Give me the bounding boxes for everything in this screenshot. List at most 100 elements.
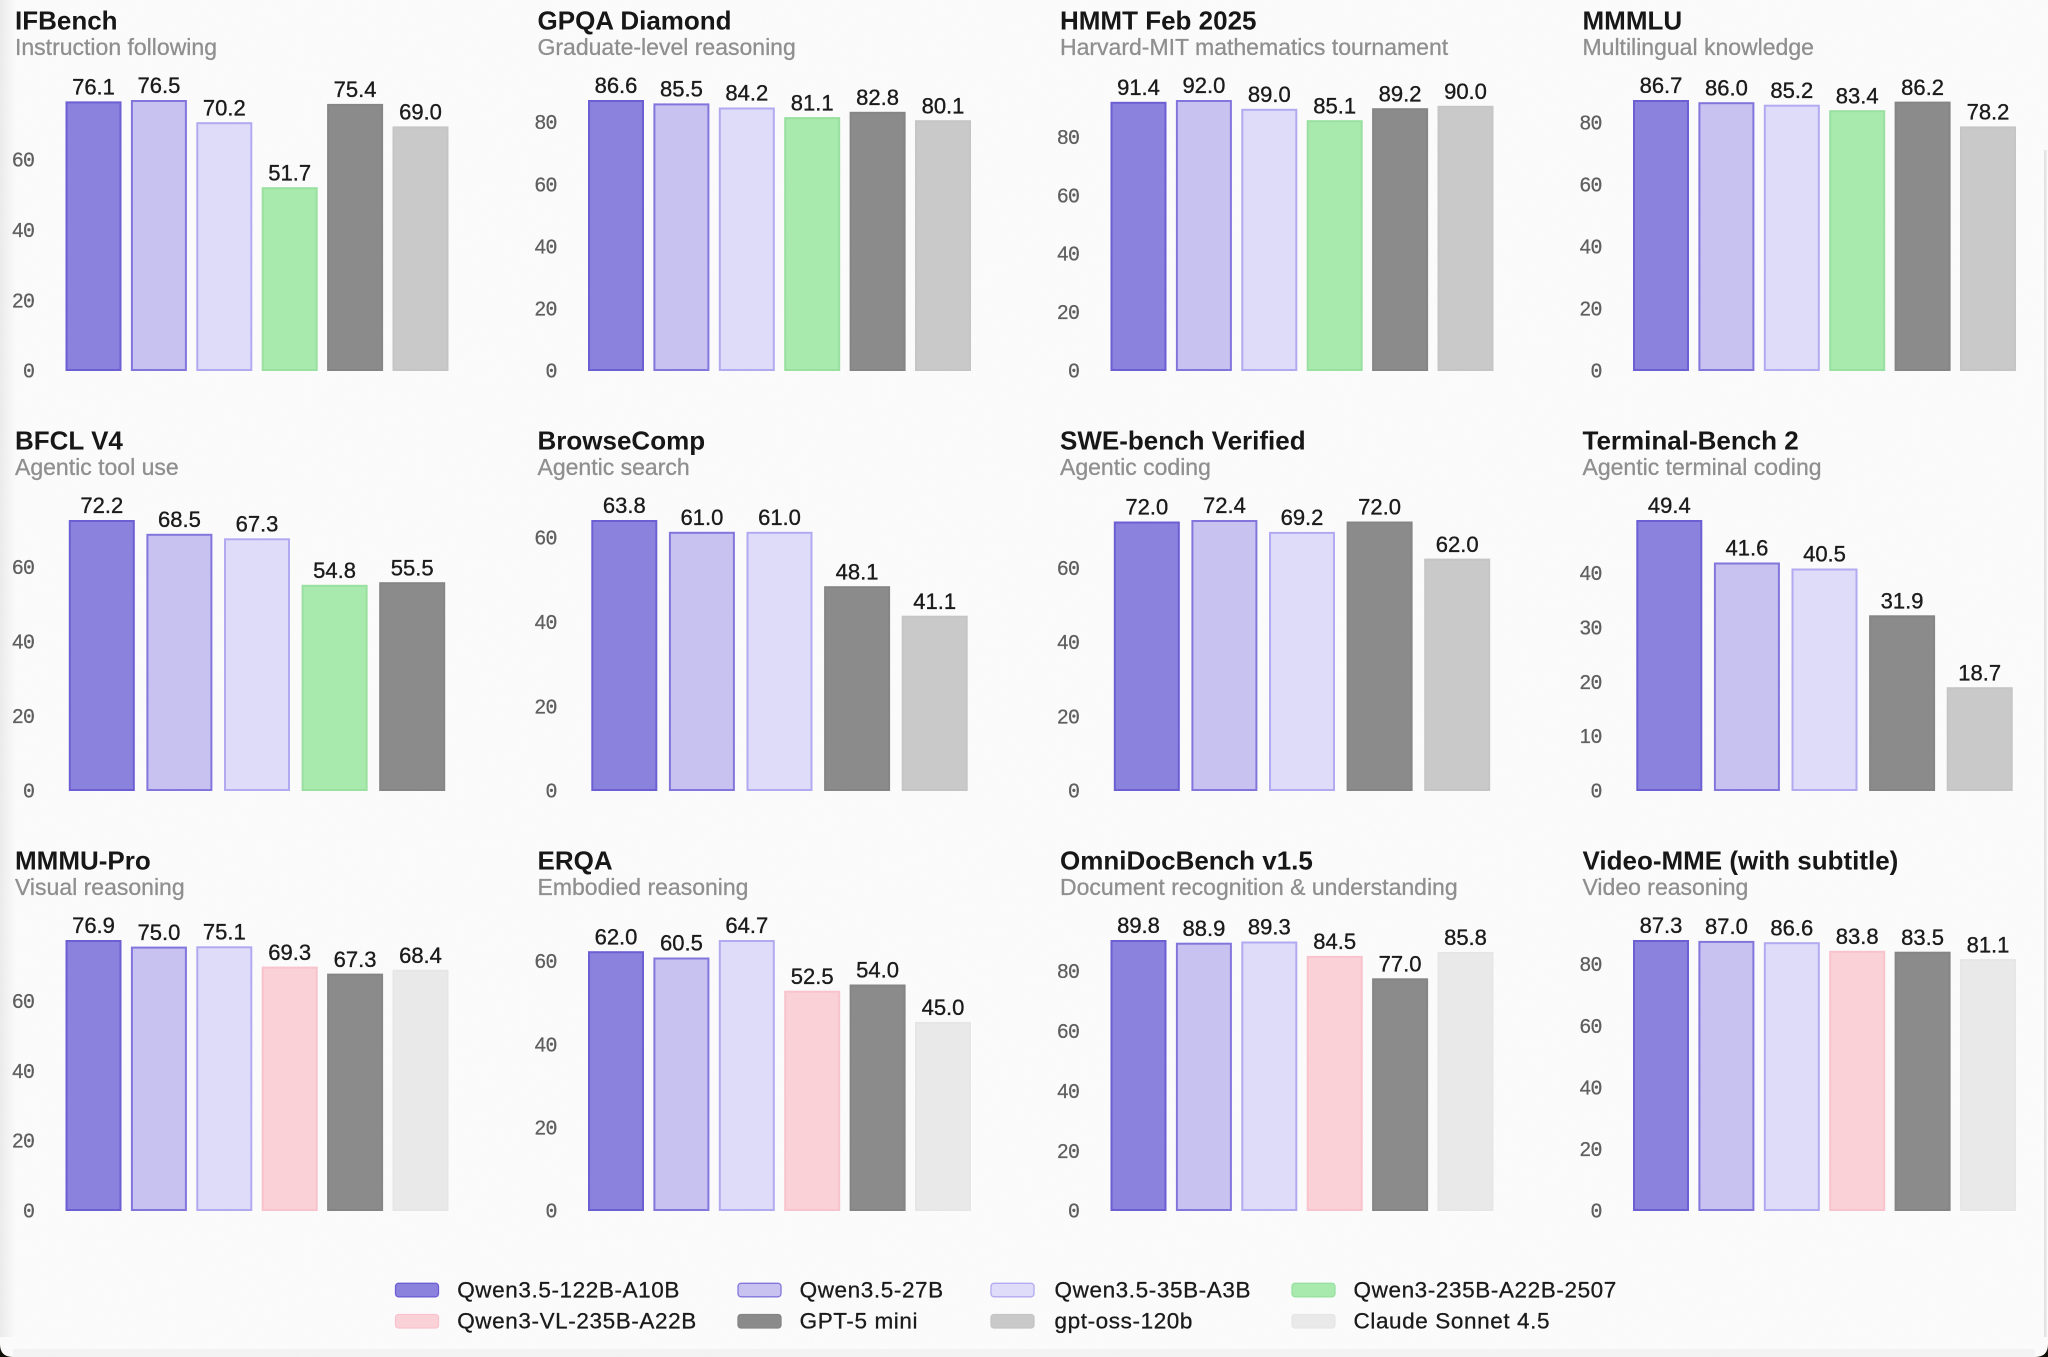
svg-text:40: 40 [12,220,34,242]
svg-text:68.4: 68.4 [399,943,442,968]
svg-text:76.1: 76.1 [72,75,115,100]
svg-text:Claude Sonnet 4.5: Claude Sonnet 4.5 [1354,1309,1551,1334]
svg-text:60: 60 [1057,558,1079,580]
svg-text:88.9: 88.9 [1182,916,1225,941]
svg-text:40: 40 [1057,244,1079,266]
svg-text:80.1: 80.1 [922,93,965,118]
svg-text:86.6: 86.6 [1770,915,1813,940]
svg-text:Instruction following: Instruction following [15,34,217,60]
svg-text:40: 40 [12,1061,34,1083]
svg-text:60: 60 [12,557,34,579]
svg-text:Video-MME (with subtitle): Video-MME (with subtitle) [1583,846,1899,876]
svg-text:MMMU-Pro: MMMU-Pro [15,846,151,876]
svg-text:Graduate-level reasoning: Graduate-level reasoning [538,34,796,60]
svg-text:20: 20 [1580,1139,1602,1161]
svg-text:51.7: 51.7 [268,160,311,185]
svg-text:80: 80 [1057,127,1079,149]
svg-text:Qwen3.5-35B-A3B: Qwen3.5-35B-A3B [1055,1277,1252,1302]
svg-text:86.0: 86.0 [1705,75,1748,100]
svg-text:GPQA Diamond: GPQA Diamond [538,6,732,36]
svg-text:85.2: 85.2 [1770,78,1813,103]
svg-text:BrowseComp: BrowseComp [538,426,706,456]
svg-text:89.2: 89.2 [1379,81,1422,106]
svg-text:20: 20 [12,1131,34,1153]
svg-text:20: 20 [12,290,34,312]
svg-text:85.8: 85.8 [1444,925,1487,950]
svg-text:Terminal-Bench 2: Terminal-Bench 2 [1583,426,1799,456]
svg-text:31.9: 31.9 [1881,589,1924,614]
svg-text:Agentic tool use: Agentic tool use [15,454,179,480]
svg-text:91.4: 91.4 [1117,75,1160,100]
svg-text:20: 20 [1057,706,1079,728]
svg-text:64.7: 64.7 [725,913,768,938]
svg-text:84.2: 84.2 [725,81,768,106]
svg-text:92.0: 92.0 [1182,73,1225,98]
svg-text:63.8: 63.8 [603,493,646,518]
svg-text:40: 40 [12,632,34,654]
svg-text:GPT-5 mini: GPT-5 mini [800,1309,919,1334]
svg-text:60: 60 [535,528,557,550]
svg-text:75.4: 75.4 [334,77,377,102]
svg-text:54.0: 54.0 [856,958,899,983]
svg-text:72.0: 72.0 [1358,495,1401,520]
svg-text:84.5: 84.5 [1313,929,1356,954]
svg-text:Agentic search: Agentic search [538,454,690,480]
svg-text:81.1: 81.1 [791,90,834,115]
svg-text:85.1: 85.1 [1313,93,1356,118]
svg-text:60: 60 [1580,1016,1602,1038]
svg-text:82.8: 82.8 [856,85,899,110]
svg-text:20: 20 [1057,302,1079,324]
svg-text:67.3: 67.3 [334,947,377,972]
svg-text:89.8: 89.8 [1117,913,1160,938]
svg-text:83.5: 83.5 [1901,925,1944,950]
svg-text:IFBench: IFBench [15,6,118,36]
svg-text:70.2: 70.2 [203,95,246,120]
svg-text:Qwen3-VL-235B-A22B: Qwen3-VL-235B-A22B [457,1309,697,1334]
svg-text:Qwen3-235B-A22B-2507: Qwen3-235B-A22B-2507 [1354,1277,1617,1302]
svg-text:40: 40 [1057,632,1079,654]
svg-text:61.0: 61.0 [680,505,723,530]
svg-text:Qwen3.5-122B-A10B: Qwen3.5-122B-A10B [457,1277,680,1302]
svg-text:87.3: 87.3 [1640,913,1683,938]
svg-text:45.0: 45.0 [922,995,965,1020]
svg-text:60: 60 [535,951,557,973]
svg-text:40: 40 [1580,237,1602,259]
svg-text:67.3: 67.3 [236,512,279,537]
svg-text:86.6: 86.6 [595,73,638,98]
svg-text:Document recognition & underst: Document recognition & understanding [1060,874,1458,900]
svg-text:69.2: 69.2 [1281,505,1324,530]
svg-text:86.7: 86.7 [1640,73,1683,98]
svg-text:40: 40 [1057,1081,1079,1103]
svg-text:Visual reasoning: Visual reasoning [15,874,185,900]
svg-text:40: 40 [1580,563,1602,585]
svg-text:Embodied reasoning: Embodied reasoning [538,874,749,900]
svg-text:gpt-oss-120b: gpt-oss-120b [1055,1309,1194,1334]
svg-text:20: 20 [1580,299,1602,321]
svg-text:68.5: 68.5 [158,507,201,532]
svg-text:HMMT Feb 2025: HMMT Feb 2025 [1060,6,1257,36]
svg-text:72.2: 72.2 [80,493,123,518]
svg-text:85.5: 85.5 [660,77,703,102]
svg-text:60: 60 [1057,185,1079,207]
svg-text:20: 20 [1057,1141,1079,1163]
svg-text:72.0: 72.0 [1125,495,1168,520]
svg-text:55.5: 55.5 [391,555,434,580]
svg-text:86.2: 86.2 [1901,75,1944,100]
svg-text:52.5: 52.5 [791,964,834,989]
svg-text:62.0: 62.0 [595,924,638,949]
svg-text:41.6: 41.6 [1725,536,1768,561]
svg-text:MMMLU: MMMLU [1583,6,1683,36]
svg-text:80: 80 [535,112,557,134]
svg-text:40: 40 [535,612,557,634]
svg-text:76.5: 76.5 [137,73,180,98]
svg-text:60: 60 [1580,175,1602,197]
svg-text:40: 40 [535,1034,557,1056]
svg-text:54.8: 54.8 [313,558,356,583]
svg-text:76.9: 76.9 [72,913,115,938]
svg-text:Qwen3.5-27B: Qwen3.5-27B [800,1277,944,1302]
svg-text:20: 20 [535,696,557,718]
svg-text:81.1: 81.1 [1967,932,2010,957]
svg-text:83.4: 83.4 [1836,83,1879,108]
svg-text:20: 20 [12,706,34,728]
svg-text:89.0: 89.0 [1248,82,1291,107]
